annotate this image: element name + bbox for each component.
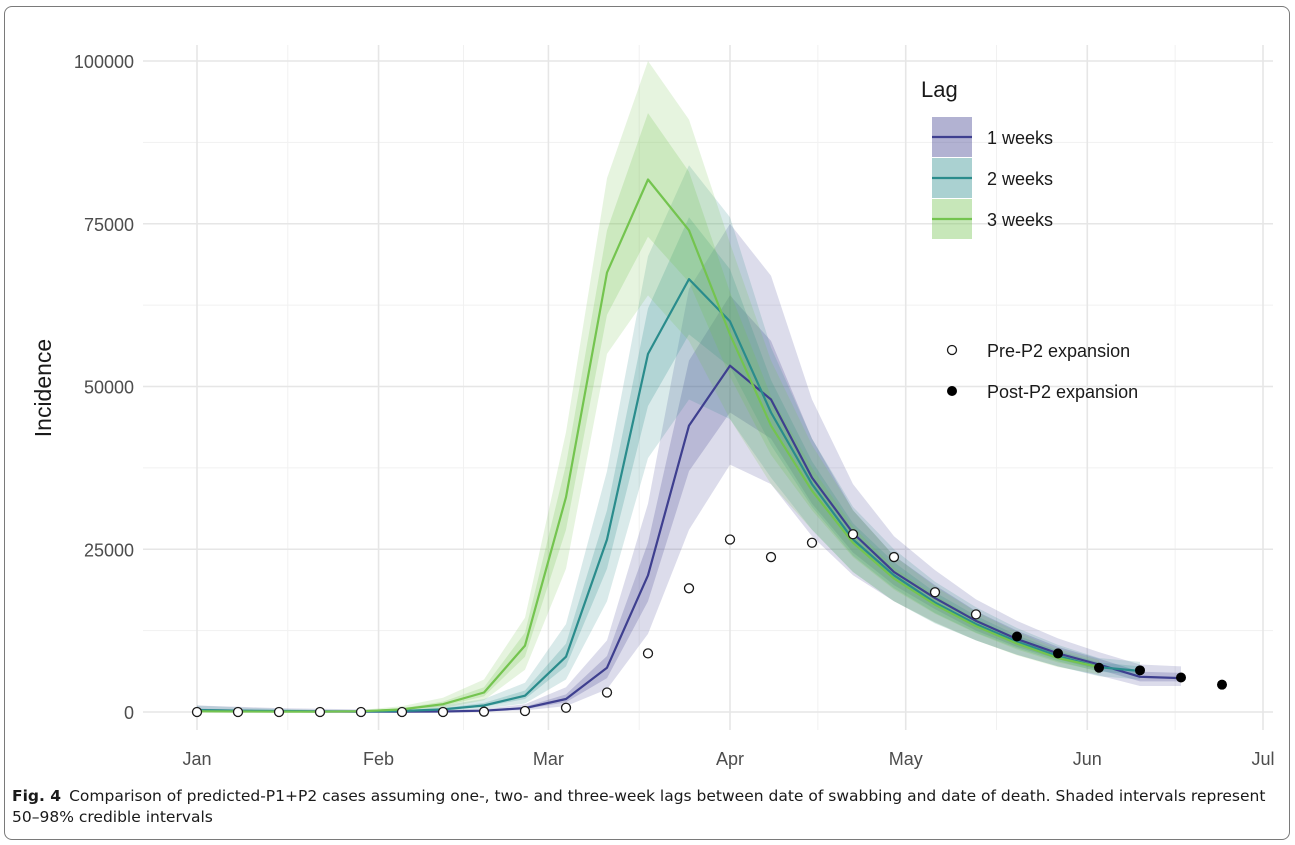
post-p2-point bbox=[1053, 648, 1063, 659]
post-p2-point bbox=[1012, 631, 1022, 642]
pre-p2-point bbox=[232, 706, 244, 718]
legend-pre-key bbox=[946, 344, 958, 356]
x-tick-label: Mar bbox=[533, 749, 564, 769]
post-p2-point bbox=[1176, 672, 1186, 683]
pre-p2-point bbox=[314, 706, 326, 718]
x-tick-label: May bbox=[889, 749, 923, 769]
legend-pre-label: Pre-P2 expansion bbox=[987, 341, 1130, 361]
pre-p2-point bbox=[683, 583, 695, 594]
pre-p2-point bbox=[970, 609, 982, 620]
ci50-band-1 bbox=[197, 295, 1181, 712]
y-tick-label: 75000 bbox=[84, 215, 134, 235]
legend-label-1: 1 weeks bbox=[987, 128, 1053, 148]
legend-label-3: 3 weeks bbox=[987, 210, 1053, 230]
pre-p2-point bbox=[273, 706, 285, 718]
grid-minor bbox=[143, 45, 1273, 730]
legend-post-label: Post-P2 expansion bbox=[987, 382, 1138, 402]
caption-lead: Fig. 4 bbox=[12, 787, 62, 805]
pre-p2-point bbox=[478, 706, 490, 717]
pre-p2-point bbox=[642, 648, 654, 659]
pre-p2-point bbox=[806, 537, 818, 548]
figure-frame bbox=[4, 6, 1290, 840]
caption-text: Comparison of predicted-P1+P2 cases assu… bbox=[12, 787, 1266, 826]
pre-p2-point bbox=[519, 705, 531, 717]
x-tick-label: Jun bbox=[1073, 749, 1102, 769]
ci50-band-3 bbox=[197, 113, 1099, 712]
legend: Lag 1 weeks 2 weeks 3 weeks Pre-P2 expansi… bbox=[921, 77, 1138, 402]
x-tick-label: Jul bbox=[1251, 749, 1274, 769]
pre-p2-point bbox=[724, 534, 736, 545]
x-tick-label: Feb bbox=[363, 749, 394, 769]
y-tick-label: 100000 bbox=[74, 52, 134, 72]
legend-title: Lag bbox=[921, 77, 958, 102]
series-line-3 bbox=[196, 178, 1100, 713]
pre-p2-point bbox=[601, 687, 613, 698]
y-tick-labels: 0 25000 50000 75000 100000 bbox=[74, 52, 134, 723]
ci98-band-3 bbox=[197, 61, 1099, 712]
pre-p2-point bbox=[396, 706, 408, 718]
post-p2-point bbox=[1094, 662, 1104, 673]
post-p2-point bbox=[1217, 679, 1227, 690]
pre-p2-point bbox=[929, 587, 941, 598]
legend-label-2: 2 weeks bbox=[987, 169, 1053, 189]
ci50-band-2 bbox=[197, 217, 1140, 712]
legend-items: 1 weeks 2 weeks 3 weeks bbox=[932, 117, 1053, 239]
pre-p2-point bbox=[560, 702, 572, 713]
grid-major bbox=[143, 45, 1273, 730]
legend-post-key bbox=[947, 386, 957, 396]
pre-p2-point bbox=[888, 551, 900, 563]
x-tick-label: Apr bbox=[716, 749, 744, 769]
incidence-chart: 0 25000 50000 75000 100000 Jan Feb Mar Apr May Ju… bbox=[30, 45, 1275, 769]
x-tick-label: Jan bbox=[182, 749, 211, 769]
post-p2-point bbox=[1135, 665, 1145, 676]
observed-points bbox=[191, 529, 1227, 718]
x-tick-labels: Jan Feb Mar Apr May Jun Jul bbox=[182, 749, 1274, 769]
y-tick-label: 0 bbox=[124, 703, 134, 723]
y-tick-label: 25000 bbox=[84, 540, 134, 560]
pre-p2-point bbox=[765, 551, 777, 563]
y-axis-label: Incidence bbox=[30, 339, 56, 437]
pre-p2-point bbox=[437, 706, 449, 718]
pre-p2-point bbox=[847, 529, 859, 540]
y-tick-label: 50000 bbox=[84, 378, 134, 398]
figure-caption: Fig. 4 Comparison of predicted-P1+P2 case… bbox=[12, 786, 1280, 828]
pre-p2-point bbox=[191, 706, 203, 718]
legend-point-items: Pre-P2 expansion Post-P2 expansion bbox=[946, 341, 1138, 402]
ci98-band-2 bbox=[197, 165, 1140, 712]
pre-p2-point bbox=[355, 706, 367, 718]
